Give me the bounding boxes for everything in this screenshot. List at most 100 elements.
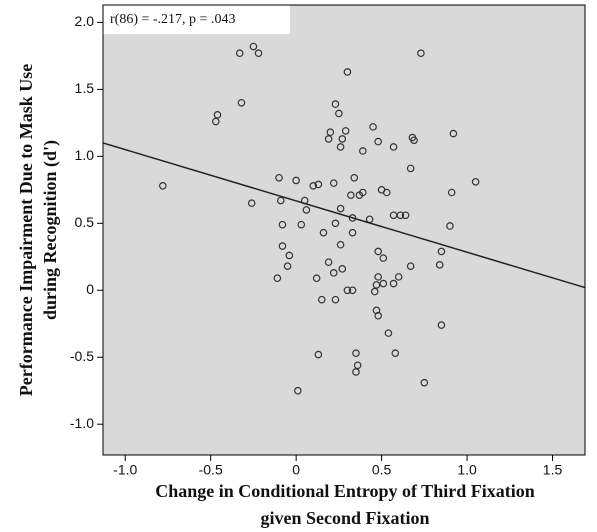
- x-tick-label: 1.0: [457, 462, 477, 478]
- x-tick-label: 0: [292, 462, 300, 478]
- point: [374, 273, 382, 281]
- point: [309, 182, 318, 190]
- point: [338, 135, 347, 143]
- point: [396, 211, 405, 220]
- point: [312, 274, 321, 283]
- point: [447, 188, 456, 197]
- point: [336, 204, 345, 213]
- plot-area: [103, 5, 585, 455]
- y-axis-label: during Recognition (d'): [40, 140, 61, 320]
- point: [374, 247, 382, 256]
- point: [352, 349, 360, 358]
- point: [374, 311, 382, 320]
- point: [294, 386, 302, 395]
- point: [352, 368, 360, 376]
- point: [212, 117, 220, 126]
- annotation-box: [103, 5, 290, 34]
- point: [329, 269, 338, 277]
- x-tick-label: 0.5: [372, 462, 392, 478]
- point: [275, 173, 283, 182]
- point: [237, 98, 246, 107]
- point: [401, 211, 410, 220]
- point: [273, 274, 282, 283]
- point: [417, 49, 425, 58]
- y-tick-label: 0.5: [75, 214, 95, 230]
- point: [389, 143, 398, 151]
- point: [331, 295, 340, 304]
- point: [331, 219, 340, 228]
- point: [348, 214, 357, 222]
- point: [324, 135, 333, 143]
- point: [314, 180, 323, 189]
- point: [435, 261, 444, 269]
- trend-line: [102, 142, 586, 289]
- point: [335, 109, 343, 118]
- x-axis-label: given Second Fixation: [260, 508, 429, 528]
- point: [324, 258, 333, 266]
- point: [317, 295, 326, 304]
- point: [394, 273, 403, 281]
- y-tick-label: 0: [86, 281, 94, 297]
- point: [347, 191, 355, 199]
- point: [329, 179, 338, 187]
- point: [350, 173, 359, 182]
- point: [389, 279, 398, 288]
- plot-border: [102, 4, 586, 456]
- point: [471, 177, 480, 186]
- point: [254, 49, 263, 58]
- point: [406, 262, 415, 270]
- point: [359, 147, 367, 155]
- y-tick-label: -0.5: [70, 348, 94, 364]
- point: [446, 222, 454, 230]
- point: [278, 242, 287, 250]
- point: [410, 136, 418, 145]
- x-tick-label: -0.5: [199, 462, 223, 478]
- point: [297, 220, 306, 229]
- point: [348, 286, 357, 295]
- point: [449, 129, 458, 138]
- y-tick-label: 2.0: [75, 13, 95, 29]
- point: [276, 196, 285, 205]
- point: [338, 265, 347, 273]
- point: [379, 254, 388, 262]
- point: [406, 164, 415, 173]
- point: [420, 378, 429, 387]
- point: [278, 220, 287, 229]
- y-tick-label: -1.0: [70, 415, 94, 431]
- point: [437, 247, 446, 256]
- point: [384, 329, 393, 337]
- point: [283, 262, 292, 270]
- x-axis-label: Change in Conditional Entropy of Third F…: [155, 481, 534, 501]
- point: [159, 182, 167, 190]
- point: [292, 176, 300, 185]
- point: [382, 188, 391, 197]
- point: [249, 42, 258, 51]
- point: [336, 240, 345, 249]
- point: [247, 199, 256, 208]
- point: [343, 286, 352, 295]
- point: [326, 128, 335, 137]
- point: [331, 100, 340, 108]
- point: [372, 281, 381, 289]
- point: [379, 279, 388, 288]
- y-tick-label: 1.0: [75, 147, 95, 163]
- point: [369, 123, 377, 131]
- annotation: r(86) = -.217, p = .043: [110, 12, 235, 27]
- y-axis-label: Performance Impairment Due to Mask Use: [16, 64, 36, 396]
- point: [235, 49, 244, 58]
- x-tick-label: 1.5: [543, 462, 563, 478]
- point: [302, 206, 311, 214]
- point: [343, 68, 352, 76]
- point: [314, 350, 323, 359]
- point: [374, 137, 382, 146]
- point: [437, 321, 446, 329]
- point: [319, 228, 328, 237]
- point: [353, 361, 362, 370]
- point: [391, 349, 400, 358]
- point: [213, 111, 222, 119]
- x-tick-label: -1.0: [113, 462, 137, 478]
- point: [285, 251, 294, 260]
- point: [348, 228, 357, 237]
- point: [359, 188, 367, 197]
